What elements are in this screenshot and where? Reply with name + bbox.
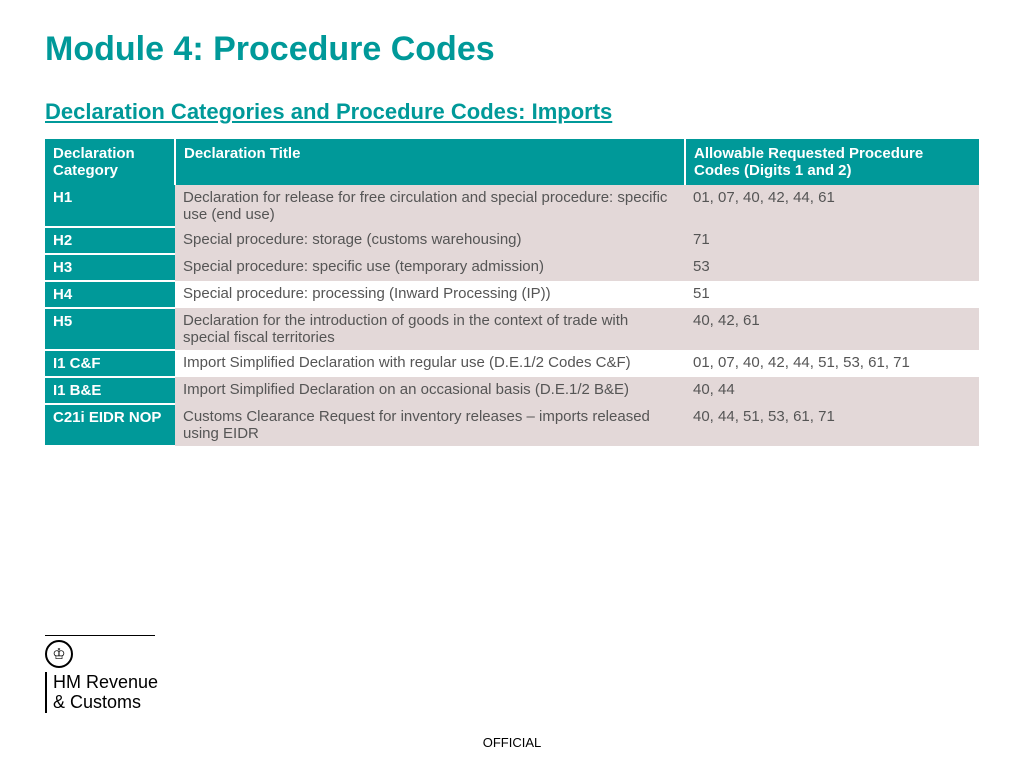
cell-category: H2 xyxy=(45,227,175,254)
cell-title: Special procedure: processing (Inward Pr… xyxy=(175,281,685,308)
cell-category: H1 xyxy=(45,185,175,227)
cell-category: C21i EIDR NOP xyxy=(45,404,175,446)
cell-category: H5 xyxy=(45,308,175,350)
cell-title: Special procedure: specific use (tempora… xyxy=(175,254,685,281)
cell-category: H3 xyxy=(45,254,175,281)
cell-codes: 40, 44, 51, 53, 61, 71 xyxy=(685,404,979,446)
table-row: I1 C&FImport Simplified Declaration with… xyxy=(45,350,979,377)
table-row: I1 B&EImport Simplified Declaration on a… xyxy=(45,377,979,404)
cell-codes: 53 xyxy=(685,254,979,281)
procedure-codes-table: Declaration Category Declaration Title A… xyxy=(45,139,979,447)
cell-category: I1 C&F xyxy=(45,350,175,377)
hmrc-logo: ♔ HM Revenue & Customs xyxy=(45,635,158,713)
col-header-title: Declaration Title xyxy=(175,139,685,185)
col-header-codes: Allowable Requested Procedure Codes (Dig… xyxy=(685,139,979,185)
table-row: H3Special procedure: specific use (tempo… xyxy=(45,254,979,281)
crown-icon: ♔ xyxy=(45,640,73,668)
table-row: C21i EIDR NOPCustoms Clearance Request f… xyxy=(45,404,979,446)
table-row: H2Special procedure: storage (customs wa… xyxy=(45,227,979,254)
cell-codes: 01, 07, 40, 42, 44, 51, 53, 61, 71 xyxy=(685,350,979,377)
cell-codes: 71 xyxy=(685,227,979,254)
cell-codes: 51 xyxy=(685,281,979,308)
table-row: H4Special procedure: processing (Inward … xyxy=(45,281,979,308)
footer-label: OFFICIAL xyxy=(0,735,1024,750)
cell-title: Declaration for the introduction of good… xyxy=(175,308,685,350)
page-subtitle: Declaration Categories and Procedure Cod… xyxy=(45,99,979,125)
cell-title: Customs Clearance Request for inventory … xyxy=(175,404,685,446)
logo-line-2: & Customs xyxy=(53,692,141,712)
cell-title: Special procedure: storage (customs ware… xyxy=(175,227,685,254)
page-title: Module 4: Procedure Codes xyxy=(45,30,979,69)
col-header-category: Declaration Category xyxy=(45,139,175,185)
cell-codes: 40, 42, 61 xyxy=(685,308,979,350)
table-row: H1Declaration for release for free circu… xyxy=(45,185,979,227)
table-row: H5Declaration for the introduction of go… xyxy=(45,308,979,350)
cell-title: Import Simplified Declaration on an occa… xyxy=(175,377,685,404)
cell-title: Import Simplified Declaration with regul… xyxy=(175,350,685,377)
cell-category: I1 B&E xyxy=(45,377,175,404)
logo-line-1: HM Revenue xyxy=(53,672,158,692)
cell-codes: 40, 44 xyxy=(685,377,979,404)
cell-codes: 01, 07, 40, 42, 44, 61 xyxy=(685,185,979,227)
cell-category: H4 xyxy=(45,281,175,308)
cell-title: Declaration for release for free circula… xyxy=(175,185,685,227)
